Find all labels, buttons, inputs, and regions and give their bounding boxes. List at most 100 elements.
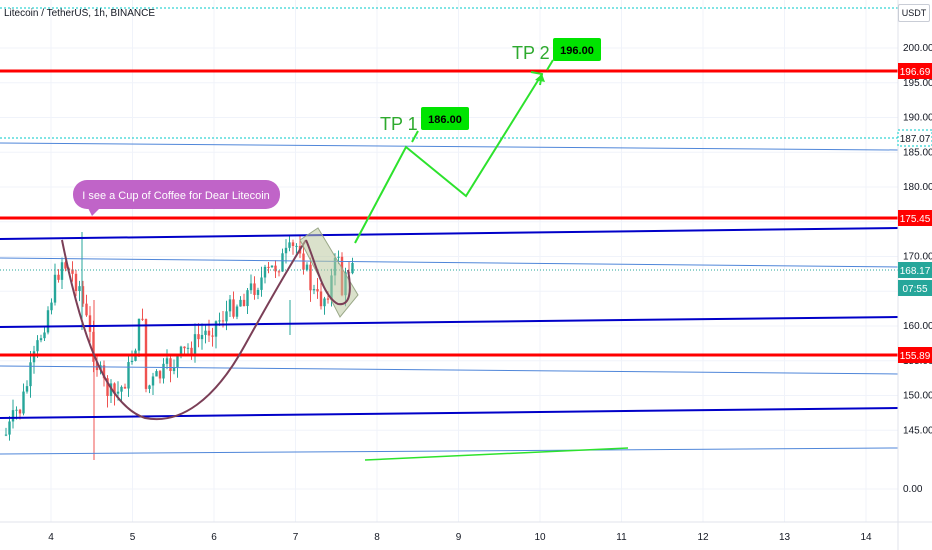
level-marker-175-bg bbox=[898, 210, 932, 226]
candle-body bbox=[151, 376, 155, 386]
channel-line-top[interactable] bbox=[0, 227, 899, 240]
callout-bubble[interactable] bbox=[73, 180, 280, 209]
candle-body bbox=[225, 311, 228, 322]
candle-body bbox=[193, 334, 197, 355]
candle-body bbox=[214, 321, 218, 337]
tp2-connector bbox=[546, 59, 554, 71]
candle-body bbox=[43, 332, 46, 339]
candle-body bbox=[148, 385, 151, 389]
trend-line-light-low[interactable] bbox=[0, 365, 899, 375]
price-axis-markers: 196.69 187.07 175.45 168.17 07:55 155.89 bbox=[897, 63, 932, 363]
candle-body bbox=[53, 274, 57, 303]
candle-body bbox=[106, 378, 109, 396]
candle-body bbox=[305, 264, 309, 270]
y-tick-label: 195.00 bbox=[903, 78, 932, 89]
x-tick-label: 14 bbox=[860, 532, 872, 543]
y-tick-label: 145.00 bbox=[903, 425, 932, 436]
candle-body bbox=[57, 274, 60, 280]
trend-line-light-top[interactable] bbox=[0, 142, 899, 151]
candle-body bbox=[15, 409, 18, 411]
candle-body bbox=[253, 283, 256, 295]
trend-line-light-mid[interactable] bbox=[0, 257, 899, 268]
candle-body bbox=[169, 358, 172, 372]
candle-body bbox=[158, 371, 162, 379]
trend-line-light-bottom[interactable] bbox=[0, 447, 899, 455]
candle-body bbox=[127, 362, 130, 389]
green-trend-line[interactable] bbox=[364, 447, 629, 461]
tp2-label[interactable]: TP 2 bbox=[512, 43, 550, 63]
candle-body bbox=[211, 335, 214, 337]
channel-line-bottom[interactable] bbox=[0, 407, 899, 419]
candle-body bbox=[85, 303, 88, 316]
candle-body bbox=[141, 318, 144, 320]
candle-body bbox=[274, 265, 277, 272]
candle-body bbox=[137, 318, 141, 351]
drawings: TP 1 TP 2 186.00 196.00 I see a Cup of C… bbox=[0, 7, 899, 461]
candle-body bbox=[18, 409, 22, 414]
candle-body bbox=[270, 265, 274, 268]
grid bbox=[0, 0, 898, 522]
candle-body bbox=[36, 340, 39, 352]
candle-body bbox=[81, 286, 85, 304]
currency-button[interactable]: USDT bbox=[898, 4, 930, 22]
candle-body bbox=[39, 338, 43, 341]
level-marker-196: 196.69 bbox=[900, 67, 931, 78]
candle-body bbox=[263, 266, 267, 278]
candle-body bbox=[71, 269, 74, 274]
x-tick-label: 12 bbox=[697, 532, 709, 543]
candle-body bbox=[295, 245, 298, 247]
candle-body bbox=[165, 358, 169, 364]
level-marker-175: 175.45 bbox=[900, 214, 931, 225]
time-axis[interactable]: 4 5 6 7 8 9 10 11 12 13 14 bbox=[48, 532, 872, 543]
current-price-value: 168.17 bbox=[900, 266, 931, 277]
candle-body bbox=[4, 434, 8, 436]
x-tick-label: 8 bbox=[374, 532, 380, 543]
candle-body bbox=[291, 242, 295, 246]
candle-body bbox=[232, 299, 235, 317]
candle-body bbox=[284, 247, 288, 254]
candle-body bbox=[267, 266, 270, 268]
x-tick-label: 9 bbox=[456, 532, 462, 543]
candle-body bbox=[239, 299, 242, 307]
candle-body bbox=[351, 263, 354, 274]
candle-body bbox=[123, 386, 127, 389]
candle-body bbox=[277, 271, 281, 273]
y-tick-label: 150.00 bbox=[903, 391, 932, 402]
x-tick-label: 5 bbox=[130, 532, 136, 543]
tp1-value: 186.00 bbox=[428, 114, 462, 126]
candle-body bbox=[78, 286, 81, 292]
candle-body bbox=[249, 283, 253, 291]
x-tick-label: 6 bbox=[211, 532, 217, 543]
candle-body bbox=[190, 347, 193, 355]
candle-body bbox=[256, 289, 260, 295]
tp1-value-box[interactable] bbox=[421, 107, 469, 130]
candle-body bbox=[302, 253, 305, 270]
candle-body bbox=[288, 242, 291, 248]
candle-body bbox=[22, 391, 25, 414]
candle-body bbox=[281, 253, 284, 272]
y-tick-label: 190.00 bbox=[903, 113, 932, 124]
candle-body bbox=[183, 346, 186, 349]
candle-body bbox=[74, 273, 78, 292]
cup-curve[interactable] bbox=[61, 239, 307, 421]
channel-line-middle[interactable] bbox=[0, 316, 899, 328]
candle-body bbox=[64, 262, 67, 269]
y-tick-label: 185.00 bbox=[903, 147, 932, 158]
candle-body bbox=[32, 351, 36, 363]
candle-body bbox=[46, 310, 50, 333]
candle-body bbox=[200, 334, 204, 340]
projection-path[interactable] bbox=[354, 73, 543, 244]
handle-curve[interactable] bbox=[305, 239, 351, 306]
candle-body bbox=[88, 315, 92, 332]
candle-body bbox=[95, 361, 99, 371]
x-tick-label: 4 bbox=[48, 532, 54, 543]
candle-body bbox=[179, 346, 183, 357]
candle-body bbox=[319, 291, 323, 307]
tp1-label[interactable]: TP 1 bbox=[380, 114, 418, 134]
tp2-value-box[interactable] bbox=[553, 38, 601, 61]
level-marker-187: 187.07 bbox=[900, 134, 931, 145]
candle-body bbox=[155, 371, 158, 377]
candle-body bbox=[260, 277, 263, 290]
